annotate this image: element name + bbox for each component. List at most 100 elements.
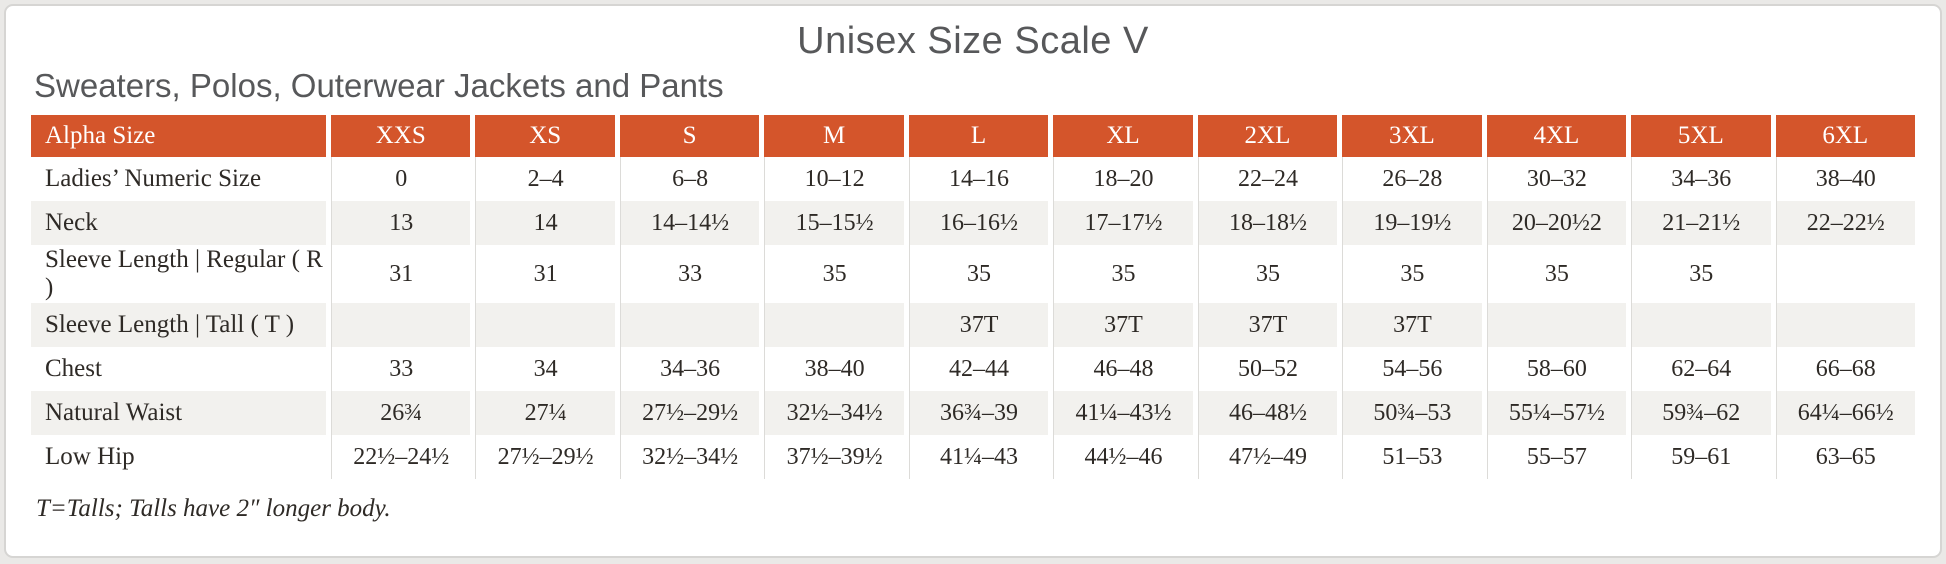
- size-cell: 34–36: [1631, 157, 1771, 201]
- size-cell: 62–64: [1631, 347, 1771, 391]
- size-cell: 31: [331, 245, 471, 303]
- size-table: Alpha Size XXS XS S M L XL 2XL 3XL 4XL 5XL 6XL Ladi…: [26, 115, 1920, 479]
- table-row: Sleeve Length | Regular ( R ) 31 31 33 35 35 3…: [31, 245, 1915, 303]
- header-cell-2xl: 2XL: [1197, 115, 1338, 157]
- size-cell: 37T: [1053, 303, 1193, 347]
- size-cell: 37T: [908, 303, 1049, 347]
- size-cell: 16–16½: [908, 201, 1049, 245]
- size-cell: 59¾–62: [1631, 391, 1771, 435]
- size-cell: 59–61: [1631, 435, 1771, 479]
- size-cell: 47½–49: [1197, 435, 1338, 479]
- size-cell: [619, 303, 760, 347]
- size-cell: 35: [1486, 245, 1627, 303]
- size-cell: 37T: [1342, 303, 1482, 347]
- size-cell: 66–68: [1775, 347, 1915, 391]
- footnote: T=Talls; Talls have 2″ longer body.: [36, 495, 391, 522]
- row-label: Chest: [31, 347, 326, 391]
- table-row: Sleeve Length | Tall ( T ) 37T 37T 37T 37T: [31, 303, 1915, 347]
- header-cell-5xl: 5XL: [1631, 115, 1771, 157]
- size-cell: 32½–34½: [764, 391, 904, 435]
- size-cell: 35: [1053, 245, 1193, 303]
- size-cell: 10–12: [764, 157, 904, 201]
- header-cell-m: M: [764, 115, 904, 157]
- table-row: Neck 13 14 14–14½ 15–15½ 16–16½ 17–17½ 18–18½ 19…: [31, 201, 1915, 245]
- size-cell: [331, 303, 471, 347]
- size-cell: 63–65: [1775, 435, 1915, 479]
- size-cell: 35: [1197, 245, 1338, 303]
- size-cell: 37½–39½: [764, 435, 904, 479]
- size-cell: 20–20½2: [1486, 201, 1627, 245]
- size-cell: 14: [475, 201, 615, 245]
- header-cell-xxs: XXS: [331, 115, 471, 157]
- header-cell-s: S: [619, 115, 760, 157]
- header-cell-xl: XL: [1053, 115, 1193, 157]
- size-cell: 34: [475, 347, 615, 391]
- table-row: Ladies’ Numeric Size 0 2–4 6–8 10–12 14–16 18–…: [31, 157, 1915, 201]
- table-row: Chest 33 34 34–36 38–40 42–44 46–48 50–52 54–56 5…: [31, 347, 1915, 391]
- size-cell: 18–20: [1053, 157, 1193, 201]
- header-cell-4xl: 4XL: [1486, 115, 1627, 157]
- size-cell: 26¾: [331, 391, 471, 435]
- size-cell: [475, 303, 615, 347]
- size-cell: 46–48: [1053, 347, 1193, 391]
- header-row: Alpha Size XXS XS S M L XL 2XL 3XL 4XL 5XL 6XL: [31, 115, 1915, 157]
- size-cell: 35: [1631, 245, 1771, 303]
- size-cell: [764, 303, 904, 347]
- size-cell: 18–18½: [1197, 201, 1338, 245]
- size-cell: [1486, 303, 1627, 347]
- row-label: Sleeve Length | Regular ( R ): [31, 245, 326, 303]
- size-cell: 58–60: [1486, 347, 1627, 391]
- size-cell: 2–4: [475, 157, 615, 201]
- size-cell: 27¼: [475, 391, 615, 435]
- size-cell: 30–32: [1486, 157, 1627, 201]
- header-cell-6xl: 6XL: [1775, 115, 1915, 157]
- size-table-header: Alpha Size XXS XS S M L XL 2XL 3XL 4XL 5XL 6XL: [31, 115, 1915, 157]
- size-cell: 27½–29½: [475, 435, 615, 479]
- size-table-body: Ladies’ Numeric Size 0 2–4 6–8 10–12 14–16 18–…: [31, 157, 1915, 479]
- size-cell: 33: [331, 347, 471, 391]
- size-cell: 17–17½: [1053, 201, 1193, 245]
- size-cell: 31: [475, 245, 615, 303]
- row-label: Ladies’ Numeric Size: [31, 157, 326, 201]
- size-cell: 13: [331, 201, 471, 245]
- header-cell-alpha-size: Alpha Size: [31, 115, 326, 157]
- size-cell: 41¼–43½: [1053, 391, 1193, 435]
- size-cell: 55¼–57½: [1486, 391, 1627, 435]
- size-cell: 21–21½: [1631, 201, 1771, 245]
- size-cell: 41¼–43: [908, 435, 1049, 479]
- size-cell: 50–52: [1197, 347, 1338, 391]
- size-cell: 14–16: [908, 157, 1049, 201]
- header-cell-3xl: 3XL: [1342, 115, 1482, 157]
- row-label: Low Hip: [31, 435, 326, 479]
- size-cell: 22–22½: [1775, 201, 1915, 245]
- size-cell: 38–40: [1775, 157, 1915, 201]
- size-cell: 37T: [1197, 303, 1338, 347]
- header-cell-l: L: [908, 115, 1049, 157]
- size-cell: 34–36: [619, 347, 760, 391]
- size-cell: 19–19½: [1342, 201, 1482, 245]
- size-cell: 35: [764, 245, 904, 303]
- size-cell: 26–28: [1342, 157, 1482, 201]
- size-cell: 44½–46: [1053, 435, 1193, 479]
- size-cell: 46–48½: [1197, 391, 1338, 435]
- size-cell: [1775, 303, 1915, 347]
- size-cell: 0: [331, 157, 471, 201]
- table-row: Low Hip 22½–24½ 27½–29½ 32½–34½ 37½–39½ 41¼–4…: [31, 435, 1915, 479]
- page-subtitle: Sweaters, Polos, Outerwear Jackets and P…: [34, 67, 724, 104]
- size-cell: 50¾–53: [1342, 391, 1482, 435]
- size-cell: 14–14½: [619, 201, 760, 245]
- size-cell: 35: [908, 245, 1049, 303]
- header-cell-xs: XS: [475, 115, 615, 157]
- page-title: Unisex Size Scale V: [797, 20, 1149, 62]
- size-cell: 42–44: [908, 347, 1049, 391]
- size-chart-card: Unisex Size Scale V Sweaters, Polos, Out…: [4, 4, 1942, 558]
- size-cell: 32½–34½: [619, 435, 760, 479]
- row-label: Natural Waist: [31, 391, 326, 435]
- size-cell: 15–15½: [764, 201, 904, 245]
- size-cell: 33: [619, 245, 760, 303]
- size-cell: [1631, 303, 1771, 347]
- size-cell: 38–40: [764, 347, 904, 391]
- size-cell: 35: [1342, 245, 1482, 303]
- size-cell: 22½–24½: [331, 435, 471, 479]
- size-cell: 27½–29½: [619, 391, 760, 435]
